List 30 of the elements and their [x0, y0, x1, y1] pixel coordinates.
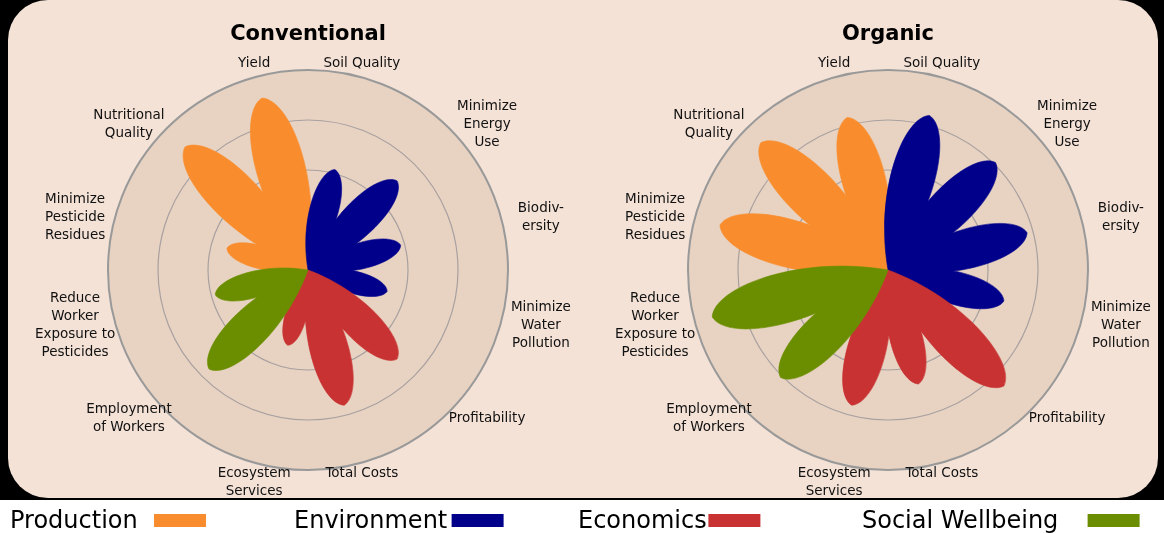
spoke-label: Minimize Energy Use: [457, 96, 518, 149]
spoke-label: Profitability: [1028, 409, 1106, 426]
spoke-label: Total Costs: [904, 463, 979, 480]
spoke-label: Minimize Water Pollution: [1090, 297, 1151, 350]
spoke-label: Ecosystem Services: [797, 463, 871, 498]
legend-label: Economics: [578, 506, 707, 533]
spoke-label: Biodiv- ersity: [517, 199, 565, 234]
spoke-label: Yield: [817, 54, 851, 71]
spoke-label: Nutritional Quality: [93, 105, 165, 140]
chart-title: Organic: [841, 21, 935, 45]
spoke-label: Profitability: [448, 409, 526, 426]
spoke-label: Total Costs: [324, 463, 399, 480]
spoke-label: Minimize Water Pollution: [510, 297, 571, 350]
chart-title: Conventional: [230, 21, 386, 45]
spoke-label: Minimize Energy Use: [1037, 96, 1098, 149]
legend-label: Production: [10, 506, 138, 533]
spoke-label: Minimize Pesticide Residues: [624, 190, 686, 243]
spoke-label: Reduce Worker Exposure to Pesticides: [34, 288, 116, 359]
legend-label: Social Wellbeing: [862, 506, 1059, 533]
legend-label: Environment: [294, 506, 448, 533]
spoke-label: Soil Quality: [903, 54, 981, 71]
spoke-label: Reduce Worker Exposure to Pesticides: [614, 288, 696, 359]
spoke-label: Soil Quality: [323, 54, 401, 71]
spoke-label: Biodiv- ersity: [1097, 199, 1145, 234]
spoke-label: Employment of Workers: [86, 400, 172, 435]
spoke-label: Employment of Workers: [666, 400, 752, 435]
spoke-label: Yield: [237, 54, 271, 71]
spoke-label: Nutritional Quality: [673, 105, 745, 140]
spoke-label: Ecosystem Services: [217, 463, 291, 498]
spoke-label: Minimize Pesticide Residues: [44, 190, 106, 243]
